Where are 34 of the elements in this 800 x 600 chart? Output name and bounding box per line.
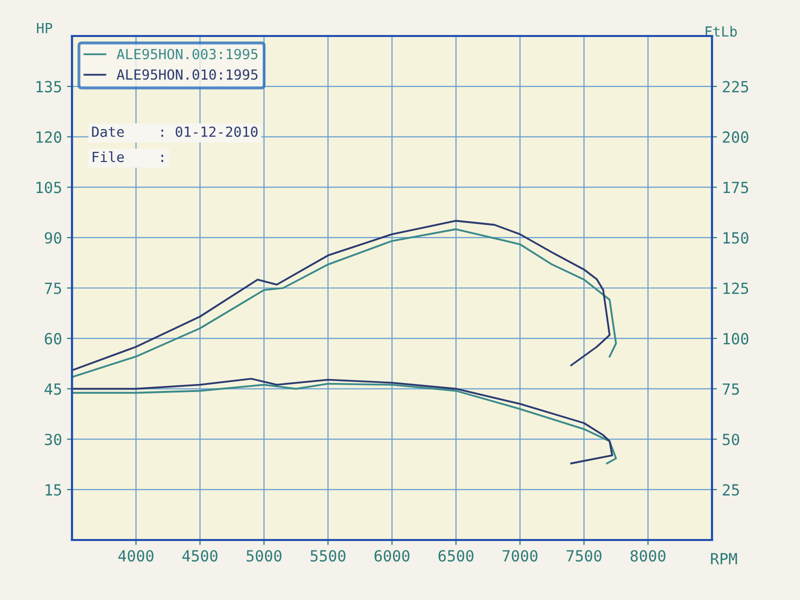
x-tick-label: 5000	[246, 550, 282, 562]
y2-tick-label: 125	[724, 282, 748, 294]
y2-tick-label: 25	[722, 484, 739, 496]
y-tick-label: 30	[44, 434, 62, 446]
annotation: File :	[92, 151, 164, 162]
y2-tick-label: 150	[724, 232, 748, 244]
y-tick-label: 15	[46, 484, 62, 496]
x-tick-label: 7000	[502, 550, 538, 562]
legend-label: ALE95HON.010:1995	[116, 69, 258, 80]
y2-tick-label: 100	[724, 332, 748, 344]
y-tick-label: 75	[44, 282, 62, 294]
x-tick-label: 4500	[182, 550, 218, 562]
legend-label: ALE95HON.003:1995	[116, 48, 258, 60]
x-tick-label: 5500	[310, 550, 346, 562]
y-tick-label: 60	[44, 332, 62, 344]
y-tick-label: 90	[44, 232, 62, 244]
y2-tick-label: 75	[722, 384, 739, 395]
annotation: Date : 01-12-2010	[92, 126, 258, 137]
y2-axis-title: FtLb	[706, 26, 737, 37]
y-tick-label: 135	[36, 80, 62, 92]
y2-tick-label: 50	[722, 434, 740, 446]
y2-tick-label: 200	[722, 131, 748, 143]
x-tick-label: 6500	[438, 550, 474, 562]
y2-tick-label: 175	[724, 182, 748, 194]
y-tick-label: 105	[36, 182, 62, 194]
y-tick-label: 120	[36, 131, 62, 143]
y-axis-title: HP	[37, 22, 52, 34]
x-axis-title: RPM	[711, 553, 737, 564]
x-tick-label: 4000	[118, 550, 154, 562]
x-tick-label: 7500	[566, 550, 602, 562]
x-tick-label: 8000	[630, 550, 666, 562]
y-tick-label: 45	[44, 384, 62, 395]
x-tick-label: 6000	[374, 550, 410, 562]
y2-tick-label: 225	[722, 80, 748, 92]
